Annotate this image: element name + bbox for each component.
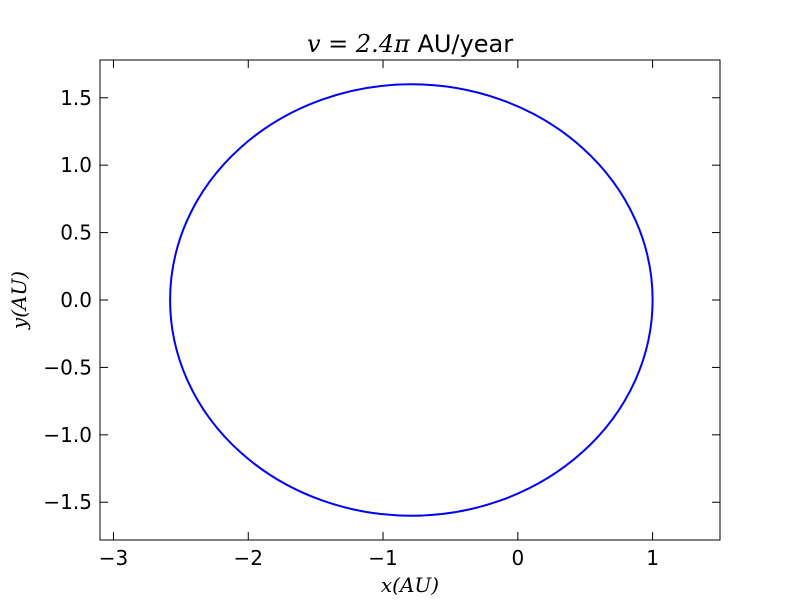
chart-title-math: v = 2.4π (307, 30, 411, 58)
plot-content (169, 83, 654, 517)
y-tick-label: −1.5 (43, 490, 92, 514)
y-tick-label: 1.5 (60, 86, 92, 110)
x-tick-label: 1 (646, 546, 659, 570)
orbit-ellipse (169, 83, 654, 517)
chart-title: v = 2.4π AU/year (307, 30, 513, 58)
y-tick-label: −1.0 (43, 423, 92, 447)
x-tick-label: −2 (234, 546, 263, 570)
x-axis-label: x(AU) (381, 573, 439, 597)
x-tick-label: −3 (99, 546, 128, 570)
y-tick-label: 0.5 (60, 221, 92, 245)
axis-ticks: −3 −2 −1 0 1 1.5 1.0 0.5 0.0 −0.5 −1.0 −1.5 (43, 60, 720, 570)
y-axis-label: y(AU) (7, 271, 31, 330)
y-tick-label: 0.0 (60, 288, 92, 312)
x-tick-label: 0 (511, 546, 524, 570)
x-tick-label: −1 (368, 546, 397, 570)
y-tick-label: 1.0 (60, 153, 92, 177)
chart-title-text: AU/year (410, 30, 513, 58)
y-tick-label: −0.5 (43, 355, 92, 379)
